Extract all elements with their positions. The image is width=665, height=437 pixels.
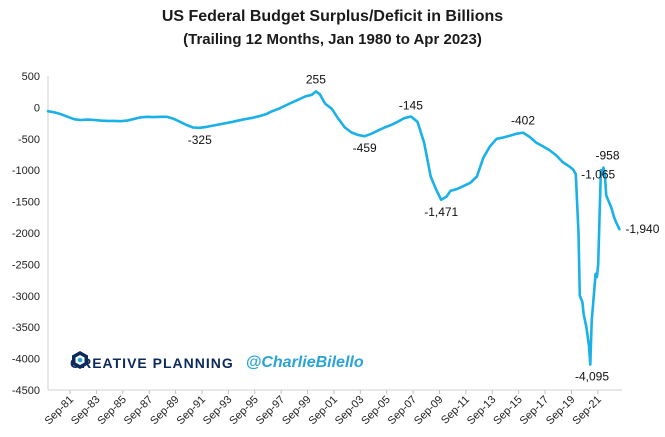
chart-subtitle: (Trailing 12 Months, Jan 1980 to Apr 202…	[183, 31, 482, 48]
data-label: 255	[306, 72, 326, 86]
x-tick-label: Sep-09	[412, 394, 446, 428]
data-label: -1,065	[581, 167, 615, 181]
data-labels: -325 255 -459 -145 -1,471 -402 -1,065 -4,095 -95…	[188, 72, 660, 383]
data-label: -325	[188, 133, 212, 147]
y-tick-label: -500	[18, 134, 40, 146]
series-layer	[46, 90, 621, 366]
y-tick-label: -4000	[12, 354, 40, 366]
author-handle: @CharlieBilello	[245, 354, 364, 371]
data-label: -1,471	[424, 205, 458, 219]
chart-title: US Federal Budget Surplus/Deficit in Bil…	[161, 8, 504, 25]
watermark: CREATIVE PLANNING @CharlieBilello	[70, 350, 364, 376]
data-label: -459	[353, 141, 377, 155]
data-label: -958	[596, 149, 620, 163]
y-tick-label: -4500	[12, 385, 40, 397]
y-tick-label: -2000	[12, 228, 40, 240]
y-tick-label: -2500	[12, 259, 40, 271]
x-tick-label: Sep-21	[570, 394, 604, 428]
brand-name: CREATIVE PLANNING	[70, 355, 234, 371]
creative-planning-logo-icon	[72, 351, 88, 369]
series-line	[46, 90, 621, 366]
data-label: -402	[511, 114, 535, 128]
y-tick-label: 500	[22, 71, 40, 83]
data-label: -4,095	[575, 370, 609, 384]
y-tick-label: -3000	[12, 291, 40, 303]
y-tick-label: -1500	[12, 197, 40, 209]
y-tick-label: -3500	[12, 322, 40, 334]
data-label: -145	[399, 99, 423, 113]
y-tick-label: 0	[34, 102, 40, 114]
x-axis: Sep-81Sep-83Sep-85Sep-87Sep-89Sep-91Sep-…	[43, 389, 622, 428]
data-label: -1,940	[625, 222, 659, 236]
y-axis: 500 0 -500 -1000 -1500 -2000 -2500 -3000 -3500 -4…	[12, 71, 49, 397]
y-tick-label: -1000	[12, 165, 40, 177]
